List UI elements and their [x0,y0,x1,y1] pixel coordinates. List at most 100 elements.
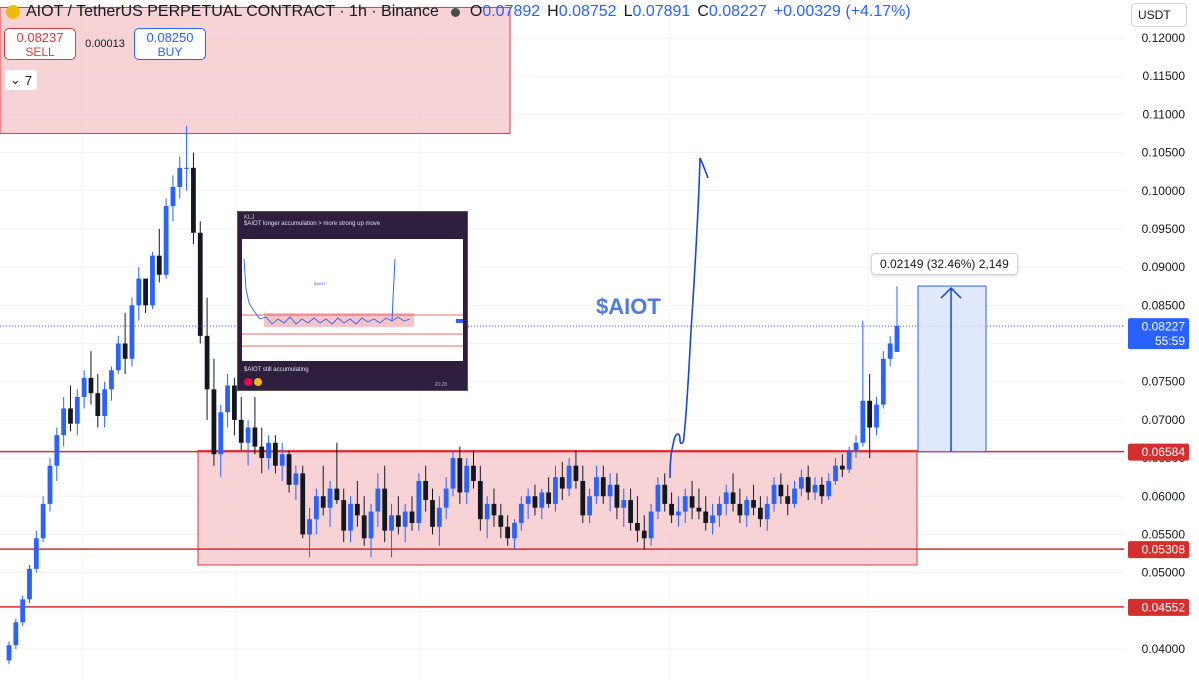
candle-body [477,480,483,520]
price-axis[interactable]: 0.12000 0.11500 0.11000 0.10500 0.10000 0.095… [1126,0,1199,680]
price-tick-label: 0.07500 [1142,375,1186,389]
price-tick-label: 0.06000 [1142,489,1186,503]
ohlc-open-key: O [469,3,483,20]
candle-body [122,343,128,359]
price-range-label: 0.02149 (32.46%) 2,149 [871,253,1018,275]
candle-body [532,496,538,508]
candle-body [587,496,593,516]
inset-caption: $AIOT still accumulating [244,367,309,373]
candle-body [853,442,859,451]
price-tick-label: 0.07000 [1142,413,1186,427]
market-status-dot-icon [450,7,460,17]
candle-body [805,477,811,493]
candle-body [689,496,695,508]
candle-body [348,503,353,531]
candle-body [197,232,203,336]
candle-body [867,400,873,428]
level-price-tag [1128,598,1189,616]
candle-body [102,389,108,417]
level-price-tag [1128,443,1189,461]
candle-body [252,427,258,447]
candle-body [354,503,360,516]
ohlc-low-key: L [623,3,633,20]
candle-body [484,503,490,520]
bar-countdown-label: 55:59 [1155,334,1185,348]
candle-body [635,522,640,531]
candle-body [266,442,271,459]
candle-body [614,484,620,508]
candle-body [703,511,709,523]
currency-selector[interactable]: USDT [1131,3,1187,27]
candle-body [846,450,852,470]
price-tick-label: 0.09000 [1142,260,1186,274]
candle-body [874,404,879,428]
ohlc-close-value: 0.08227 [708,3,767,20]
candle-body [826,480,832,497]
candle-body [778,484,784,497]
buy-button[interactable]: 0.08250 BUY [134,28,206,60]
price-tick-label: 0.11000 [1143,107,1186,121]
candle-body [518,503,524,523]
candle-body [279,454,285,466]
symbol-header: AIOT / TetherUS PERPETUAL CONTRACT · 1h … [6,3,918,21]
candle-body [375,488,381,512]
sell-price: 0.08237 [16,30,64,45]
symbol-title[interactable]: AIOT / TetherUS PERPETUAL CONTRACT · 1h … [26,3,439,20]
level-price-label: 0.05308 [1142,543,1186,557]
hand-drawn-projection-arrow [669,157,709,479]
candle-body [676,511,681,516]
inset-message-bar: KLJ $AIOT longer accumulation > more str… [238,212,467,234]
inset-ticker: $AIOT [314,281,326,286]
candle-body [300,473,306,535]
candle-body [368,511,374,539]
candle-body [109,370,114,390]
candle-body [566,465,572,489]
candle-body [334,488,340,501]
current-price-tag [1128,318,1189,350]
candle-body [682,496,688,512]
candle-body [341,500,347,531]
candle-body [409,511,415,523]
candle-body [573,465,579,481]
ohlc-close-key: C [697,3,709,20]
candle-body [894,325,900,352]
candle-body [443,488,449,508]
candle-body [307,519,312,535]
candle-body [136,278,142,306]
sell-button[interactable]: 0.08237 SELL [4,28,76,60]
candle-body [6,645,12,661]
inset-username: KLJ [244,215,255,221]
candle-body [238,419,244,443]
projection-drawings [669,157,987,479]
price-tick-label: 0.10500 [1142,146,1186,160]
candle-body [559,477,565,489]
measure-arrow-head [940,287,962,299]
ohlc-low-value: 0.07891 [632,3,691,20]
candle-body [88,377,94,394]
candle-body [491,503,497,516]
candle-body [553,477,558,504]
candle-body [546,492,552,504]
accumulation-zone [197,449,918,566]
buy-price: 0.08250 [146,30,194,45]
level-price-label: 0.06584 [1142,445,1186,459]
price-tick-label: 0.10000 [1142,184,1186,198]
ohlc-high-key: H [547,3,559,20]
spread-value: 0.00013 [85,38,125,50]
candle-body [662,484,668,504]
candle-body [163,206,169,275]
candle-body [430,500,435,527]
candle-body [61,408,67,436]
candle-body [273,442,278,466]
indicators-toggle[interactable]: ⌄ 7 [5,70,37,90]
reaction-heart-icon [244,378,252,386]
candle-body [47,465,53,504]
candle-body [225,385,230,413]
candle-body [191,167,196,233]
candle-body [320,496,326,508]
candle-body [771,484,777,504]
candle-body [792,488,797,504]
candle-body [81,377,87,397]
candle-body [423,480,429,501]
